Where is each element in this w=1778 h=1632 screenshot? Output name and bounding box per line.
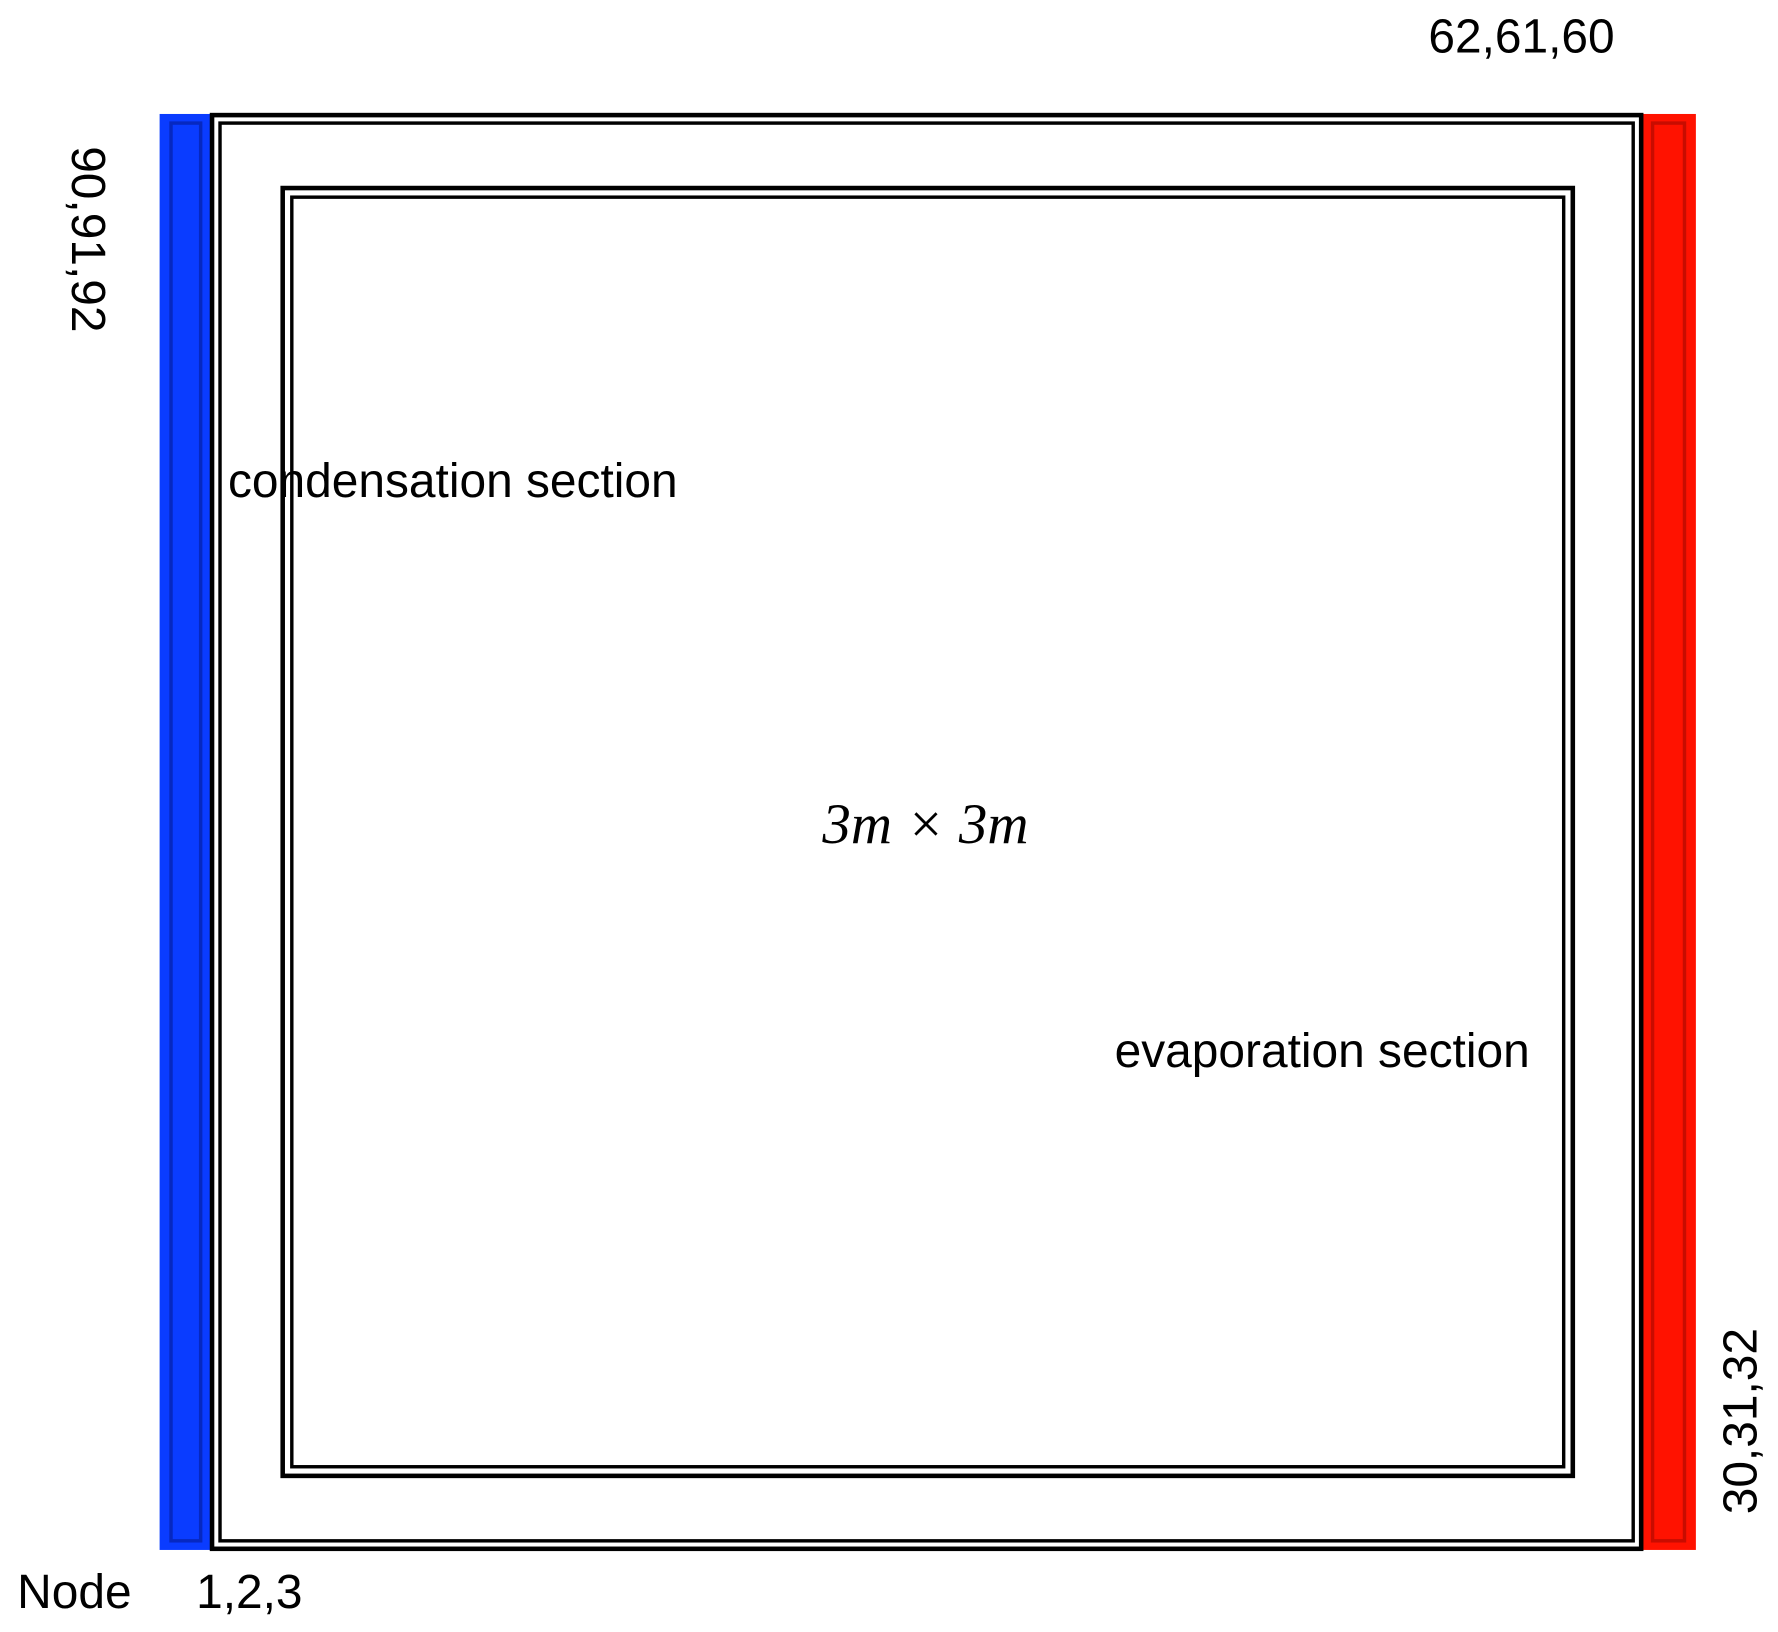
cold-bar bbox=[159, 113, 211, 1550]
top-node-label: 62,61,60 bbox=[1428, 11, 1614, 64]
evaporation-label: evaporation section bbox=[1115, 1025, 1530, 1078]
inner-wall bbox=[280, 185, 1576, 1479]
inner-wall-inner bbox=[290, 195, 1566, 1469]
outer-wall bbox=[209, 112, 1644, 1552]
bottom-node-label: 1,2,3 bbox=[196, 1566, 302, 1619]
hot-bar-inner bbox=[1650, 121, 1687, 1543]
hot-bar bbox=[1641, 113, 1696, 1550]
dimension-label: 3m × 3m bbox=[821, 793, 1028, 856]
right-node-label: 30,31,32 bbox=[1714, 1328, 1767, 1514]
cold-bar-inner bbox=[169, 121, 203, 1543]
bottom-node-word: Node bbox=[17, 1566, 131, 1619]
condensation-label: condensation section bbox=[228, 455, 678, 508]
outer-wall-inner bbox=[218, 121, 1635, 1543]
left-node-label: 90,91,92 bbox=[61, 146, 114, 332]
